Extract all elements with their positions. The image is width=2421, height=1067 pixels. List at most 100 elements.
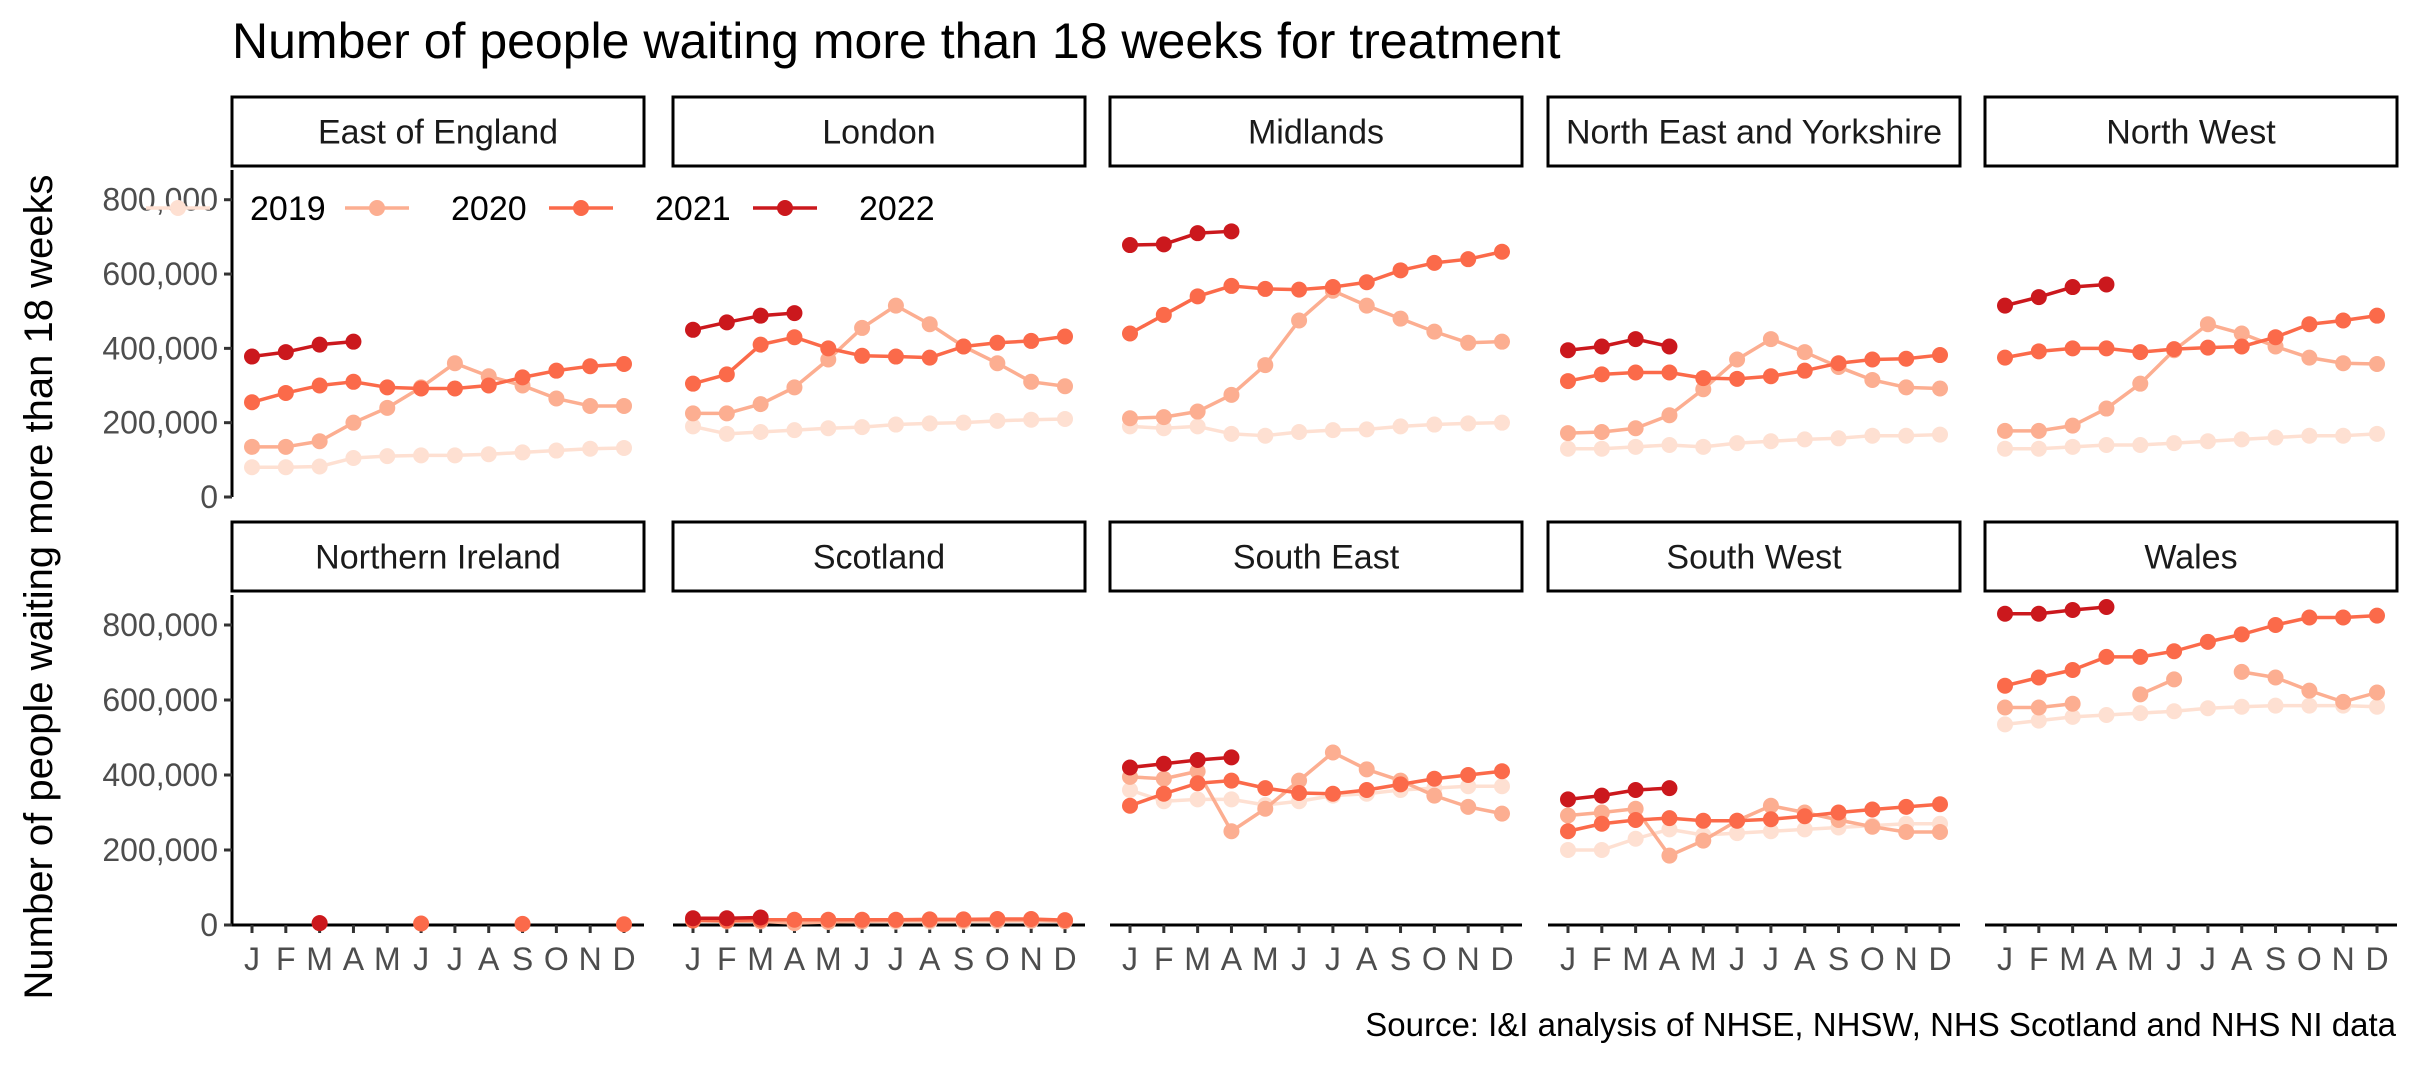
x-tick-label: J (1997, 941, 2013, 977)
legend-key-point (777, 200, 793, 216)
data-point (1997, 349, 2013, 366)
data-point (1223, 386, 1240, 403)
panel-london: London (671, 95, 1087, 442)
panel-strip (230, 95, 646, 168)
x-tick-label: M (1622, 941, 1649, 977)
x-tick-label: A (2231, 941, 2253, 977)
data-point (1189, 225, 1206, 242)
data-point (1627, 331, 1644, 348)
data-point (311, 915, 328, 932)
data-point (1358, 761, 1375, 778)
data-point (311, 336, 328, 353)
data-point (1796, 431, 1813, 448)
data-point (1392, 776, 1409, 793)
series-line (1129, 289, 1503, 420)
panel-strip (230, 520, 646, 593)
series-2021-london (685, 328, 1073, 392)
x-tick-label: D (1053, 941, 1076, 977)
data-point (989, 911, 1006, 927)
data-point (2098, 436, 2115, 453)
data-point (718, 910, 735, 927)
data-point (1291, 312, 1308, 329)
data-point (2199, 633, 2216, 650)
data-point (1695, 812, 1712, 829)
data-point (1627, 364, 1644, 381)
data-point (2267, 329, 2284, 346)
x-tick-label: M (1690, 941, 1717, 977)
data-point (2132, 686, 2149, 703)
panel-strip (1983, 520, 2399, 593)
facet-panels: East of England 0 200,000 400,000 600,000 800… (102, 95, 2399, 977)
data-point (1729, 435, 1746, 452)
x-tick-label: O (1860, 941, 1885, 977)
data-point (1023, 373, 1040, 390)
series-2021-midlands (1122, 243, 1510, 342)
x-tick-label: M (1252, 941, 1279, 977)
series-line (251, 339, 354, 359)
data-point (2098, 648, 2115, 665)
data-point (2335, 355, 2352, 372)
x-tick-label: F (1154, 941, 1174, 977)
x-tick-label: J (888, 941, 904, 977)
data-point (1932, 824, 1948, 840)
panel-strip (1546, 95, 1962, 168)
series-2022-north-west (1997, 276, 2115, 314)
data-point (345, 414, 362, 431)
data-point (277, 459, 294, 476)
data-point (1057, 410, 1073, 427)
data-point (1762, 368, 1779, 385)
data-point (1324, 422, 1341, 439)
data-point (2369, 698, 2385, 715)
x-tick-label: J (1122, 941, 1138, 977)
data-point (345, 333, 362, 350)
data-point (379, 448, 396, 465)
chart-title: Number of people waiting more than 18 we… (232, 13, 1561, 69)
x-tick-label: J (2166, 941, 2182, 977)
data-point (921, 316, 938, 333)
series-line (2004, 613, 2378, 688)
data-point (2030, 605, 2047, 622)
data-point (548, 362, 565, 379)
data-point (1729, 351, 1746, 368)
data-point (2064, 695, 2081, 712)
series-line (2005, 605, 2107, 616)
data-point (2098, 340, 2115, 357)
data-point (718, 366, 735, 383)
data-point (1155, 755, 1172, 772)
data-point (1560, 823, 1576, 840)
data-point (887, 416, 904, 433)
data-point (2233, 338, 2250, 355)
data-point (1997, 422, 2013, 439)
data-point (1189, 752, 1206, 768)
series-2020-wales (1997, 663, 2385, 716)
x-tick-label: J (447, 941, 463, 977)
data-point (2064, 279, 2081, 296)
data-point (2301, 682, 2318, 699)
data-point (1257, 427, 1274, 444)
data-point (2267, 669, 2284, 686)
panel-north-west: North West (1983, 95, 2399, 457)
series-line (252, 361, 624, 449)
data-point (685, 418, 701, 435)
data-point (2030, 343, 2047, 360)
data-point (1460, 415, 1477, 432)
y-tick-label: 600,000 (102, 256, 218, 292)
legend-label: 2021 (655, 190, 731, 228)
data-point (2030, 712, 2047, 729)
data-point (1695, 832, 1712, 849)
y-tick-label: 600,000 (102, 682, 218, 718)
data-point (277, 438, 294, 455)
panel-strip-label: Wales (2144, 539, 2237, 577)
data-point (1494, 805, 1510, 822)
data-point (1324, 279, 1341, 296)
series-2019-north-west (1997, 425, 2385, 457)
data-point (2199, 339, 2216, 356)
x-tick-label: D (1928, 941, 1951, 977)
panel-strip-label: East of England (318, 114, 558, 152)
data-point (1223, 277, 1240, 294)
series-2019-wales (1997, 697, 2385, 733)
